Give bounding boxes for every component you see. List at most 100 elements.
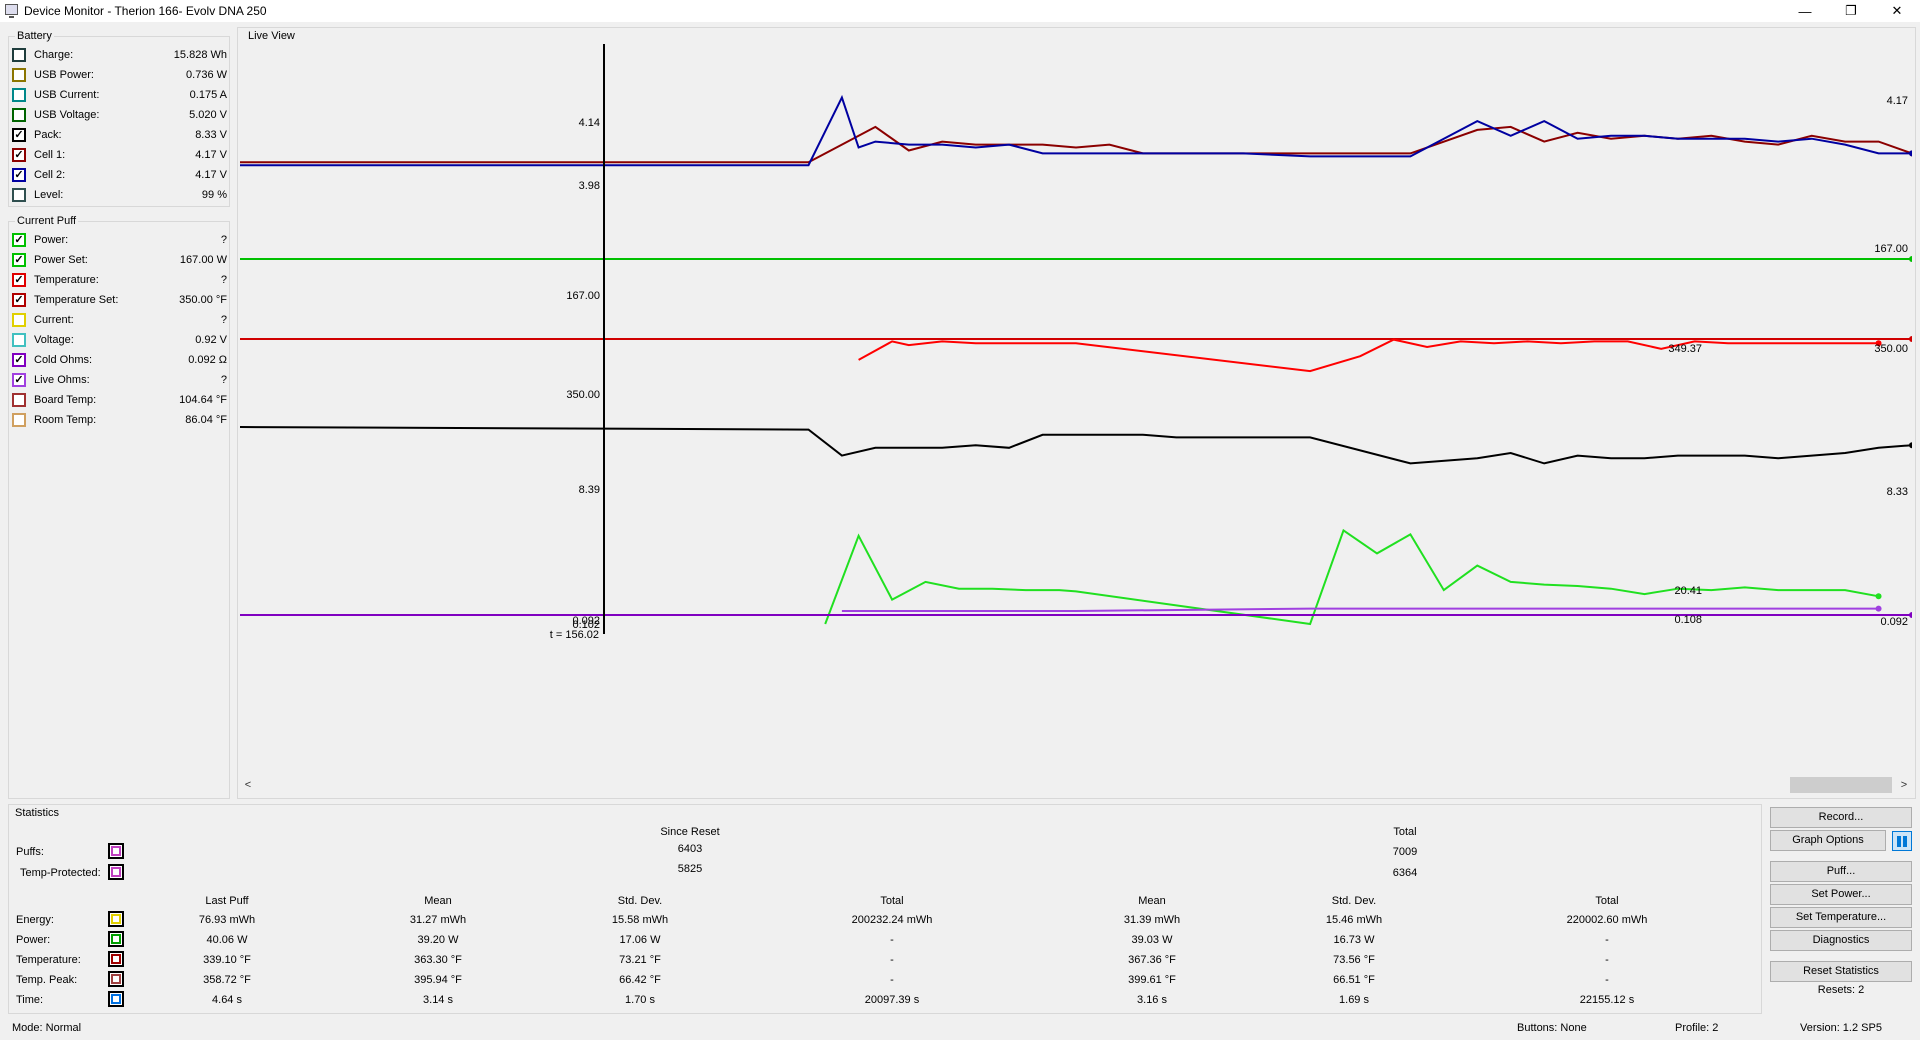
puff-button[interactable]: Puff... bbox=[1770, 861, 1912, 882]
series-checkbox[interactable] bbox=[12, 48, 26, 62]
stat-column-header: Last Puff bbox=[205, 895, 249, 907]
series-checkbox[interactable] bbox=[12, 108, 26, 122]
battery-item: USB Voltage: 5.020 V bbox=[12, 106, 227, 124]
item-label: Cell 2: bbox=[34, 169, 66, 181]
item-label: USB Voltage: bbox=[34, 109, 100, 121]
series-end-point bbox=[1875, 605, 1882, 612]
series-checkbox[interactable] bbox=[12, 68, 26, 82]
series-checkbox[interactable]: ✓ bbox=[12, 233, 26, 247]
monitor-icon bbox=[5, 4, 18, 18]
series-checkbox[interactable]: ✓ bbox=[12, 253, 26, 267]
stat-cell: 31.27 mWh bbox=[409, 914, 467, 926]
cursor-value-label: 350.00 bbox=[566, 389, 600, 401]
scroll-left-icon[interactable]: < bbox=[244, 779, 252, 791]
stat-column-header: Std. Dev. bbox=[1331, 895, 1377, 907]
stat-color-swatch[interactable] bbox=[108, 971, 124, 987]
cursor-value-label: 3.98 bbox=[579, 180, 600, 192]
status-bar: Mode: Normal Buttons: None Profile: 2 Ve… bbox=[0, 1018, 1920, 1040]
puffs-swatch[interactable] bbox=[108, 843, 124, 859]
statistics-label: Statistics bbox=[15, 807, 60, 819]
chart-scrollbar[interactable]: < > bbox=[240, 776, 1912, 794]
set-temperature-button[interactable]: Set Temperature... bbox=[1770, 907, 1912, 928]
series-checkbox[interactable] bbox=[12, 88, 26, 102]
stat-cell: 22155.12 s bbox=[1579, 994, 1635, 1006]
stat-cell: 358.72 °F bbox=[203, 974, 251, 986]
series-checkbox[interactable] bbox=[12, 188, 26, 202]
series-end-point bbox=[1875, 593, 1882, 600]
series-checkbox[interactable]: ✓ bbox=[12, 168, 26, 182]
item-value: ? bbox=[220, 374, 227, 386]
total-header: Total bbox=[1393, 826, 1417, 838]
tp-since-reset: 5825 bbox=[677, 863, 703, 875]
battery-item: Charge: 15.828 Wh bbox=[12, 46, 227, 64]
item-value: ? bbox=[220, 274, 227, 286]
series-checkbox[interactable]: ✓ bbox=[12, 273, 26, 287]
current-puff-item: ✓ Temperature:? bbox=[12, 271, 227, 289]
reset-statistics-button[interactable]: Reset Statistics bbox=[1770, 961, 1912, 982]
diagnostics-button[interactable]: Diagnostics bbox=[1770, 930, 1912, 951]
series-end-point bbox=[1909, 612, 1912, 618]
series-end-point bbox=[1875, 340, 1882, 347]
stat-cell: 3.16 s bbox=[1137, 994, 1167, 1006]
stat-color-swatch[interactable] bbox=[108, 951, 124, 967]
stat-cell: - bbox=[890, 974, 894, 986]
scroll-thumb[interactable] bbox=[1790, 777, 1892, 793]
since-reset-header: Since Reset bbox=[660, 826, 720, 838]
current-puff-item: Voltage: 0.92 V bbox=[12, 331, 227, 349]
series-checkbox[interactable]: ✓ bbox=[12, 128, 26, 142]
item-value: 15.828 Wh bbox=[173, 49, 227, 61]
record-button[interactable]: Record... bbox=[1770, 807, 1912, 828]
battery-group bbox=[8, 36, 230, 207]
stat-cell: 15.58 mWh bbox=[611, 914, 669, 926]
series-end-label: 350.00 bbox=[1874, 343, 1908, 355]
series-checkbox[interactable] bbox=[12, 313, 26, 327]
stat-cell: 200232.24 mWh bbox=[851, 914, 933, 926]
series-checkbox[interactable] bbox=[12, 393, 26, 407]
close-button[interactable]: ✕ bbox=[1891, 3, 1903, 18]
minimize-button[interactable]: — bbox=[1798, 3, 1812, 19]
item-value: 0.175 A bbox=[189, 89, 227, 101]
puffs-since-reset: 6403 bbox=[677, 843, 703, 855]
stat-cell: - bbox=[1605, 974, 1609, 986]
temp-protected-swatch[interactable] bbox=[108, 864, 124, 880]
series-end-label: 20.41 bbox=[1674, 585, 1702, 597]
stat-color-swatch[interactable] bbox=[108, 991, 124, 1007]
set-power-button[interactable]: Set Power... bbox=[1770, 884, 1912, 905]
series-checkbox[interactable]: ✓ bbox=[12, 353, 26, 367]
stat-cell: 363.30 °F bbox=[414, 954, 462, 966]
restore-button[interactable]: ❐ bbox=[1845, 3, 1857, 18]
series-checkbox[interactable]: ✓ bbox=[12, 148, 26, 162]
stat-cell: 15.46 mWh bbox=[1325, 914, 1383, 926]
item-value: 0.92 V bbox=[195, 334, 227, 346]
item-value: 350.00 °F bbox=[179, 294, 227, 306]
series-checkbox[interactable]: ✓ bbox=[12, 293, 26, 307]
item-label: Cell 1: bbox=[34, 149, 66, 161]
stat-column-header: Std. Dev. bbox=[617, 895, 663, 907]
item-value: 4.17 V bbox=[195, 169, 227, 181]
scroll-right-icon[interactable]: > bbox=[1900, 779, 1908, 791]
version-status: Version: 1.2 SP5 bbox=[1800, 1022, 1882, 1034]
stat-row-label: Power: bbox=[16, 934, 51, 946]
series-checkbox[interactable] bbox=[12, 413, 26, 427]
pause-button[interactable] bbox=[1892, 831, 1912, 851]
stat-cell: 367.36 °F bbox=[1128, 954, 1176, 966]
series-end-label: 0.092 bbox=[1880, 616, 1908, 628]
battery-item: USB Power: 0.736 W bbox=[12, 66, 227, 84]
stat-row-label: Temperature: bbox=[16, 954, 81, 966]
current-puff-item: ✓ Power Set: 167.00 W bbox=[12, 251, 227, 269]
stat-cell: - bbox=[890, 954, 894, 966]
current-puff-item: Room Temp: 86.04 °F bbox=[12, 411, 227, 429]
stat-cell: 31.39 mWh bbox=[1123, 914, 1181, 926]
stat-cell: 339.10 °F bbox=[203, 954, 251, 966]
series-end-point bbox=[1909, 336, 1912, 342]
title-bar: Device Monitor - Therion 166- Evolv DNA … bbox=[0, 0, 1920, 22]
stat-color-swatch[interactable] bbox=[108, 931, 124, 947]
series-checkbox[interactable]: ✓ bbox=[12, 373, 26, 387]
stat-color-swatch[interactable] bbox=[108, 911, 124, 927]
series-checkbox[interactable] bbox=[12, 333, 26, 347]
series-end-point bbox=[1909, 150, 1912, 157]
battery-item: USB Current: 0.175 A bbox=[12, 86, 227, 104]
graph-options-button[interactable]: Graph Options bbox=[1770, 830, 1886, 851]
window-title: Device Monitor - Therion 166- Evolv DNA … bbox=[24, 4, 267, 18]
